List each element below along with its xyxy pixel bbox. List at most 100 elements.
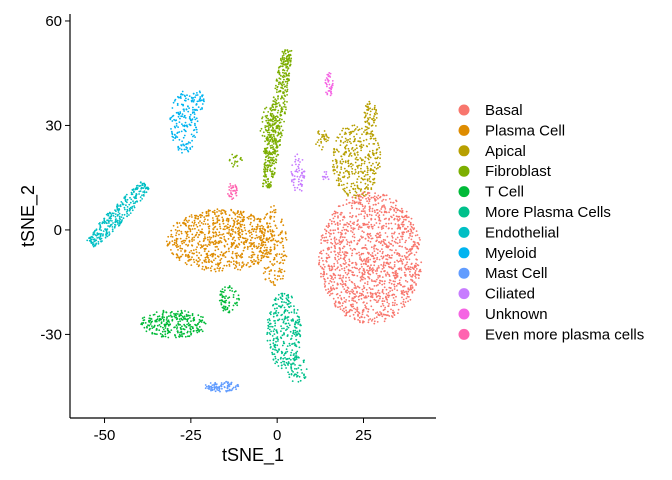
data-point [199, 97, 202, 100]
data-point [358, 208, 361, 210]
data-point [175, 318, 178, 321]
data-point [228, 304, 231, 307]
data-point [394, 274, 397, 277]
data-point [296, 175, 299, 178]
data-point [385, 262, 388, 265]
data-point [131, 189, 134, 192]
data-point [205, 261, 208, 264]
data-point [333, 302, 336, 305]
data-point [269, 280, 272, 282]
data-point [278, 122, 281, 124]
data-point [361, 236, 363, 239]
data-point [136, 184, 139, 187]
data-point [359, 137, 361, 139]
data-point [388, 227, 390, 230]
data-point [360, 315, 363, 318]
data-point [201, 330, 204, 333]
data-point [373, 115, 375, 117]
data-point [216, 388, 219, 391]
data-point [323, 266, 326, 268]
data-point [203, 268, 206, 271]
data-point [397, 226, 400, 229]
data-point [236, 252, 238, 255]
data-point [379, 151, 382, 154]
data-point [173, 312, 175, 315]
data-point [198, 100, 200, 102]
data-point [180, 93, 182, 96]
data-point [182, 143, 185, 146]
data-point [289, 50, 291, 52]
data-point [359, 292, 361, 295]
data-point [327, 248, 329, 251]
data-point [287, 299, 290, 302]
data-point [382, 194, 384, 197]
data-point [185, 148, 188, 151]
data-point [331, 292, 334, 295]
data-point [127, 214, 130, 216]
data-point [188, 219, 190, 222]
data-point [323, 135, 326, 138]
data-point [221, 306, 224, 309]
data-point [267, 324, 270, 327]
data-point [229, 183, 232, 185]
data-point [259, 239, 262, 242]
data-point [197, 314, 200, 317]
data-point [337, 252, 339, 254]
data-point [384, 239, 387, 242]
data-point [108, 233, 111, 235]
data-point [162, 309, 165, 312]
data-point [388, 198, 391, 200]
data-point [333, 240, 336, 242]
data-point [339, 257, 342, 260]
data-point [339, 251, 341, 254]
data-point [177, 310, 179, 313]
data-point [340, 233, 343, 236]
data-point [363, 160, 366, 163]
data-point [411, 266, 414, 269]
data-point [270, 115, 273, 118]
data-point [339, 160, 342, 163]
data-point [404, 279, 407, 282]
data-point [182, 240, 184, 242]
data-point [339, 243, 341, 246]
data-point [214, 235, 217, 238]
data-point [297, 332, 300, 335]
data-point [293, 175, 296, 178]
data-point [363, 111, 366, 114]
data-point [327, 139, 329, 142]
data-point [377, 167, 379, 169]
data-point [247, 230, 250, 233]
data-point [103, 217, 105, 220]
data-point [268, 119, 271, 121]
data-point [271, 351, 273, 354]
data-point [204, 218, 206, 221]
data-point [344, 140, 347, 143]
data-point [294, 356, 296, 359]
data-point [238, 229, 240, 232]
data-point [188, 107, 191, 109]
data-point [219, 390, 221, 393]
data-point [339, 264, 342, 266]
data-point [281, 96, 284, 99]
data-point [238, 238, 241, 241]
data-point [106, 232, 109, 235]
data-point [185, 219, 188, 222]
data-point [190, 320, 192, 322]
data-point [191, 326, 194, 328]
data-point [369, 318, 372, 320]
data-point [192, 97, 195, 99]
data-point [175, 244, 177, 247]
data-point [379, 153, 382, 156]
data-point [286, 63, 289, 66]
data-point [411, 286, 414, 289]
data-point [225, 264, 228, 267]
data-point [354, 293, 356, 296]
data-point [332, 278, 335, 281]
data-point [377, 248, 379, 251]
data-point [285, 57, 288, 60]
data-point [334, 258, 337, 261]
data-point [275, 145, 278, 147]
data-point [275, 155, 278, 158]
data-point [358, 187, 360, 190]
